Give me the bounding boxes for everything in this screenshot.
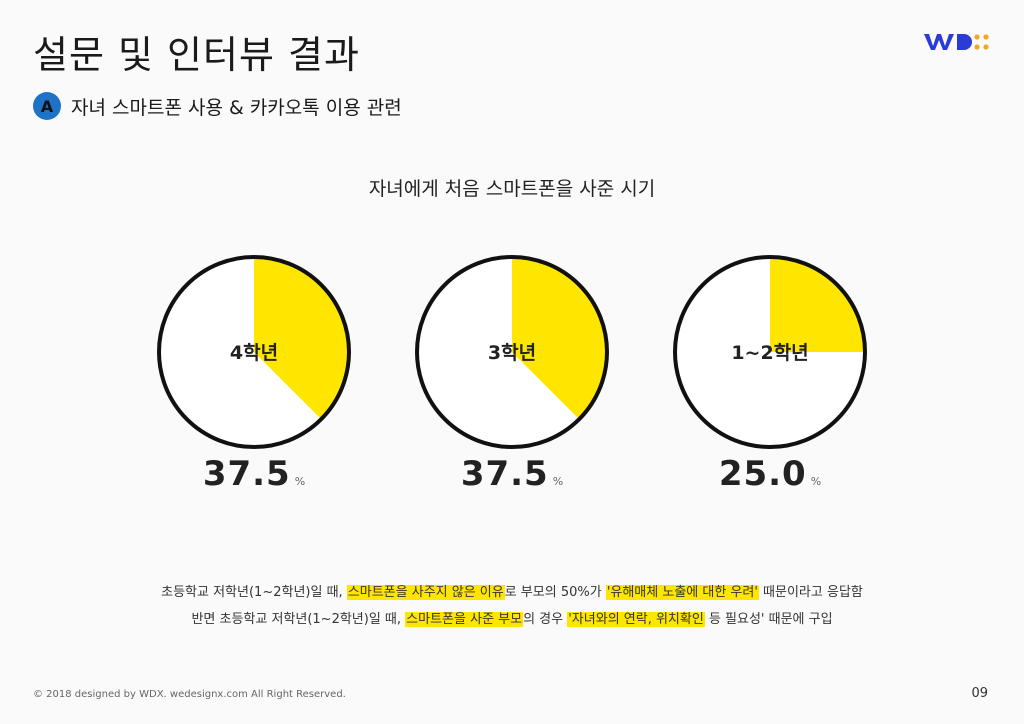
- section-header: A 자녀 스마트폰 사용 & 카카오톡 이용 관련: [33, 92, 402, 120]
- pie-chart-1: 4학년 37.5%: [154, 252, 354, 494]
- highlighted-text: 스마트폰을 사주지 않은 이유: [346, 585, 505, 600]
- highlighted-text: '자녀와의 연락, 위치확인: [567, 612, 705, 627]
- chart-title: 자녀에게 처음 스마트폰을 사준 시기: [368, 178, 656, 200]
- pie-chart-2: 3학년 37.5%: [412, 252, 612, 494]
- pie-value-label: 37.5: [460, 454, 549, 494]
- note-text: 의 경우: [523, 612, 568, 627]
- section-label: 자녀 스마트폰 사용 & 카카오톡 이용 관련: [71, 96, 402, 119]
- pie-category-label: 3학년: [488, 342, 536, 364]
- pie-unit-label: %: [294, 475, 306, 488]
- pie-category-label: 4학년: [230, 342, 278, 364]
- pie-slice: [254, 257, 350, 420]
- section-badge: A: [33, 92, 61, 120]
- pie-unit-label: %: [810, 475, 822, 488]
- highlighted-text: '유해매체 노출에 대한 우려': [605, 585, 759, 600]
- highlighted-text: 스마트폰을 사준 부모: [405, 612, 524, 627]
- pie-outline: [415, 255, 609, 449]
- pie-chart-3: 1~2학년 25.0%: [670, 252, 870, 494]
- pie-value-row: 37.5%: [154, 454, 354, 494]
- note-line-2: 반면 초등학교 저학년(1~2학년)일 때, 스마트폰을 사준 부모의 경우 '…: [0, 608, 1024, 627]
- footer-copyright: © 2018 designed by WDX. wedesignx.com Al…: [33, 689, 346, 700]
- pie-unit-label: %: [552, 475, 564, 488]
- pie-value-label: 25.0: [718, 454, 807, 494]
- pie-value-label: 37.5: [202, 454, 291, 494]
- pie-category-label: 1~2학년: [731, 342, 808, 364]
- pie-slice: [770, 257, 865, 352]
- page-number: 09: [971, 686, 988, 701]
- pie-slice: [512, 257, 608, 420]
- pie-outline: [673, 255, 867, 449]
- note-text: 등 필요성' 때문에 구입: [704, 612, 833, 627]
- note-text: 로 부모의 50%가: [504, 585, 606, 600]
- note-text: 초등학교 저학년(1~2학년)일 때,: [161, 585, 347, 600]
- note-text: 반면 초등학교 저학년(1~2학년)일 때,: [191, 612, 406, 627]
- pie-outline: [157, 255, 351, 449]
- pie-value-row: 37.5%: [412, 454, 612, 494]
- wdx-logo: [924, 34, 989, 50]
- page-title: 설문 및 인터뷰 결과: [33, 33, 360, 77]
- note-line-1: 초등학교 저학년(1~2학년)일 때, 스마트폰을 사주지 않은 이유로 부모의…: [0, 581, 1024, 600]
- note-text: 때문이라고 응답함: [758, 585, 863, 600]
- pie-value-row: 25.0%: [670, 454, 870, 494]
